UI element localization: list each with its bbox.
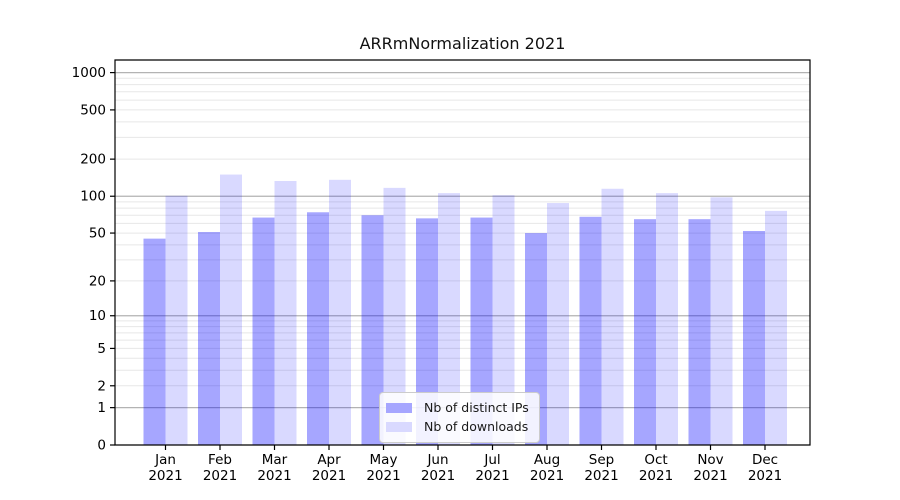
bar-downloads bbox=[710, 197, 733, 445]
y-tick-label: 2 bbox=[97, 378, 106, 394]
x-tick-label-month: Oct bbox=[644, 452, 667, 468]
bar-distinct-ips bbox=[634, 219, 656, 445]
y-tick-label: 500 bbox=[80, 102, 106, 118]
x-tick-label-year: 2021 bbox=[366, 468, 400, 484]
x-tick-label-year: 2021 bbox=[475, 468, 509, 484]
legend-swatch-downloads bbox=[386, 421, 412, 432]
x-tick-label-year: 2021 bbox=[203, 468, 237, 484]
plot-border bbox=[114, 59, 811, 446]
bar-distinct-ips bbox=[579, 216, 602, 445]
x-tick-label-month: Jul bbox=[483, 452, 500, 468]
bar-downloads bbox=[165, 195, 188, 445]
bar-downloads bbox=[492, 195, 515, 445]
bar-downloads bbox=[656, 193, 678, 445]
x-tick-label-month: Dec bbox=[752, 452, 778, 468]
y-tick-label: 1 bbox=[97, 400, 106, 416]
x-tick-label-month: Feb bbox=[208, 452, 232, 468]
bar-downloads bbox=[274, 180, 297, 445]
y-tick-label: 200 bbox=[80, 152, 106, 168]
x-tick-label-year: 2021 bbox=[748, 468, 782, 484]
x-tick-label-month: Mar bbox=[262, 452, 288, 468]
y-tick-label: 1000 bbox=[72, 65, 106, 81]
bar-distinct-ips bbox=[743, 230, 765, 445]
bar-downloads bbox=[329, 179, 351, 446]
x-tick-label-month: Jun bbox=[426, 452, 448, 468]
y-tick-label: 20 bbox=[89, 273, 106, 289]
x-tick-label-year: 2021 bbox=[584, 468, 618, 484]
y-tick-label: 50 bbox=[89, 226, 106, 242]
bars bbox=[143, 174, 787, 446]
legend-label: Nb of downloads bbox=[424, 419, 529, 434]
x-tick-label-year: 2021 bbox=[312, 468, 346, 484]
x-tick-label-month: Apr bbox=[317, 452, 341, 468]
y-tick-label: 10 bbox=[89, 308, 106, 324]
legend-label: Nb of distinct IPs bbox=[424, 400, 529, 415]
bar-distinct-ips bbox=[198, 232, 220, 445]
x-tick-label-year: 2021 bbox=[530, 468, 564, 484]
gridlines bbox=[115, 71, 810, 409]
bar-downloads bbox=[438, 193, 460, 445]
x-axis: Jan2021Feb2021Mar2021Apr2021May2021Jun20… bbox=[148, 445, 782, 484]
y-axis: 0 1 2 5 10 20 50 100 200 500 1000 bbox=[72, 65, 115, 454]
x-tick-label-year: 2021 bbox=[693, 468, 727, 484]
y-tick-label: 5 bbox=[97, 341, 106, 357]
bar-downloads bbox=[765, 210, 787, 445]
bar-distinct-ips bbox=[470, 217, 493, 445]
y-tick-label: 100 bbox=[80, 189, 106, 205]
x-tick-label-month: Nov bbox=[697, 452, 723, 468]
x-tick-label-month: Jan bbox=[154, 452, 176, 468]
bar-distinct-ips bbox=[143, 238, 166, 445]
y-tick-label: 0 bbox=[97, 438, 106, 454]
x-tick-label-year: 2021 bbox=[639, 468, 673, 484]
bar-distinct-ips bbox=[688, 219, 711, 445]
x-tick-label-year: 2021 bbox=[148, 468, 182, 484]
bar-distinct-ips bbox=[361, 215, 384, 445]
chart-title: ARRmNormalization 2021 bbox=[359, 34, 566, 53]
legend-row: Nb of downloads bbox=[386, 417, 529, 436]
legend-row: Nb of distinct IPs bbox=[386, 398, 529, 417]
bar-distinct-ips bbox=[252, 217, 275, 445]
x-tick-label-month: Sep bbox=[589, 452, 614, 468]
bar-downloads bbox=[220, 174, 242, 445]
x-tick-label-year: 2021 bbox=[421, 468, 455, 484]
bar-distinct-ips bbox=[307, 212, 329, 445]
x-tick-label-month: May bbox=[370, 452, 398, 468]
x-tick-label-month: Aug bbox=[534, 452, 560, 468]
x-tick-label-year: 2021 bbox=[257, 468, 291, 484]
bar-downloads bbox=[601, 188, 624, 445]
bar-downloads bbox=[383, 187, 406, 445]
legend: Nb of distinct IPs Nb of downloads bbox=[379, 392, 540, 443]
bar-distinct-ips bbox=[416, 218, 438, 445]
legend-swatch-distinct-ips bbox=[386, 402, 412, 413]
bar-downloads bbox=[547, 203, 569, 445]
